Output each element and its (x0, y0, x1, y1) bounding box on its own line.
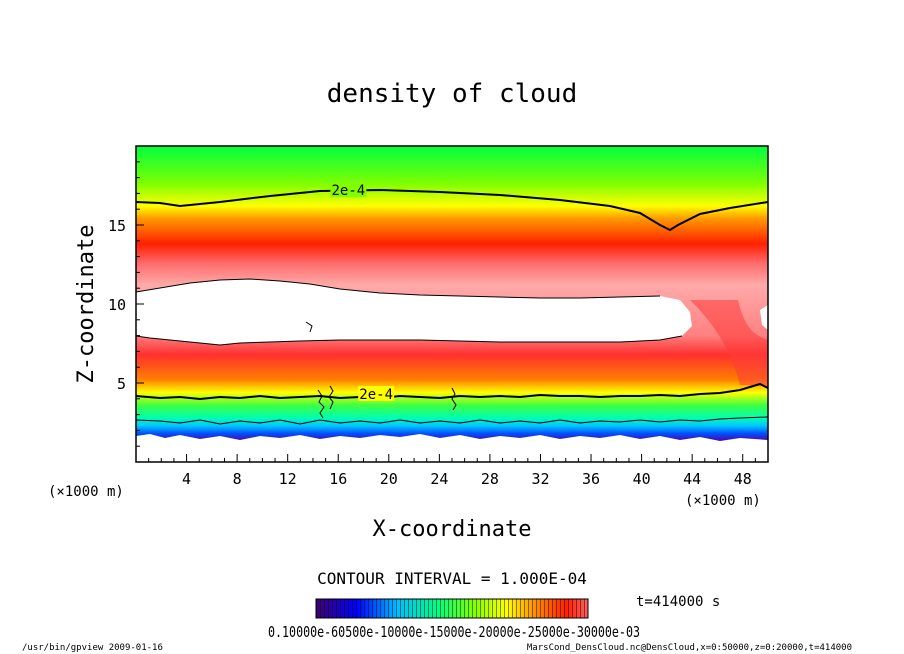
contour-noise (305, 321, 457, 419)
y-axis-label: Z-coordinate (74, 225, 99, 384)
colorbar (315, 598, 589, 619)
colorbar-tick-labels: 0.10000e-60500e-10000e-15000e-20000e-250… (268, 623, 640, 641)
x-tick-label: 24 (430, 470, 448, 488)
plume (690, 300, 768, 386)
contour-label-bg (358, 386, 395, 402)
x-tick-label: 16 (329, 470, 347, 488)
x-tick-label: 32 (531, 470, 549, 488)
x-axis-label: X-coordinate (373, 517, 532, 542)
x-tick-label: 28 (481, 470, 499, 488)
lower-contour-line (136, 382, 768, 401)
x-tick-label: 12 (279, 470, 297, 488)
colorbar-frame (315, 598, 589, 619)
contour-label-bg (330, 182, 367, 198)
upper-contour-line (136, 188, 768, 232)
surface-fringe (136, 434, 768, 462)
time-label: t=414000 s (636, 594, 720, 610)
contour-interval-text: CONTOUR INTERVAL = 1.000E-04 (317, 569, 587, 588)
right-gap (760, 305, 768, 330)
y-tick-label: 5 (117, 375, 126, 393)
colorbar-stripes (316, 599, 588, 618)
chart-title: density of cloud (327, 79, 577, 109)
x-tick-label: 40 (633, 470, 651, 488)
y-tick-label: 15 (108, 217, 126, 235)
y-axis-ticks: 5 10 15 (108, 161, 144, 447)
x-tick-label: 44 (683, 470, 701, 488)
footer-right: MarsCond_DensCloud.nc@DensCloud,x=0:5000… (527, 643, 852, 653)
x-axis-ticks: 4 8 12 16 20 24 28 32 36 40 44 48 (148, 454, 756, 488)
contour-label-upper: 2e-4 (331, 183, 365, 199)
x-tick-label: 4 (182, 470, 191, 488)
lower-thin-contour (136, 335, 683, 346)
cloud-core (136, 279, 692, 345)
x-unit-label: (×1000 m) (685, 493, 761, 509)
footer-left: /usr/bin/gpview 2009-01-16 (22, 643, 163, 653)
x-tick-label: 8 (233, 470, 242, 488)
y-tick-label: 10 (108, 296, 126, 314)
contour-label-lower: 2e-4 (359, 387, 393, 403)
y-unit-label: (×1000 m) (48, 484, 124, 500)
upper-thin-contour (136, 278, 661, 299)
x-tick-label: 20 (380, 470, 398, 488)
lowest-thin-contour (136, 416, 768, 425)
x-tick-label: 48 (734, 470, 752, 488)
x-tick-label: 36 (582, 470, 600, 488)
plot-field (136, 146, 768, 462)
